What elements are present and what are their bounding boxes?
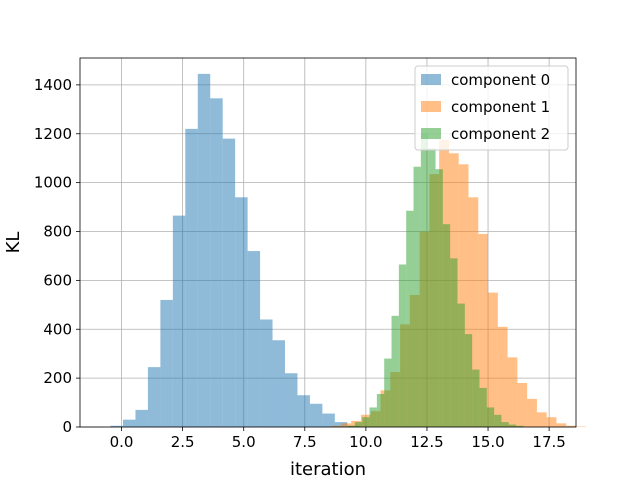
histogram-bar [398, 264, 407, 427]
y-tick-label: 1400 [34, 76, 72, 94]
histogram-bar [450, 258, 458, 427]
x-tick-label: 0.0 [110, 433, 134, 451]
histogram-bar [458, 164, 469, 427]
histogram-bar [235, 197, 248, 427]
plot-frame [79, 57, 577, 428]
histogram-bar [406, 210, 414, 427]
legend-label: component 2 [451, 125, 550, 143]
histogram-bar [420, 133, 429, 427]
histogram-bar [160, 299, 173, 427]
y-axis-label: KL [3, 232, 24, 254]
histogram-bar [527, 398, 537, 427]
histogram-bar [354, 422, 363, 427]
histogram-bar [369, 407, 377, 427]
histogram-bars [110, 73, 586, 428]
histogram-bar [347, 425, 355, 427]
x-tick-label: 10.0 [349, 433, 382, 451]
histogram-bar [501, 422, 509, 427]
histogram-bar [284, 373, 298, 427]
histogram-bar [341, 423, 352, 427]
histogram-bar [135, 409, 148, 427]
histogram-bar [435, 169, 443, 428]
legend-label: component 1 [451, 98, 550, 116]
histogram-bar [546, 417, 557, 427]
y-tick-label: 1200 [34, 125, 72, 143]
y-tick-label: 1000 [34, 174, 72, 192]
histogram-bar [468, 197, 479, 427]
x-tick-label: 15.0 [471, 433, 504, 451]
histogram-bar [478, 233, 489, 427]
histogram-bar [123, 419, 136, 427]
series-0 [110, 73, 360, 428]
histogram-bar [479, 387, 487, 427]
legend-swatch [421, 74, 441, 85]
histogram-bar [566, 425, 576, 427]
legend-box [414, 65, 569, 151]
x-tick-label: 5.0 [232, 433, 256, 451]
x-tick-label: 7.5 [293, 433, 317, 451]
y-tick-label: 800 [43, 223, 72, 241]
legend-swatch [421, 128, 441, 139]
histogram-bar [110, 425, 124, 427]
x-axis-label: iteration [290, 459, 366, 480]
histogram-bar [507, 357, 518, 427]
histogram-bar [497, 326, 508, 427]
histogram-bar [516, 425, 524, 427]
histogram-bar [185, 128, 198, 427]
histogram-bar [494, 414, 502, 427]
histogram-bar [331, 425, 342, 427]
histogram-bar [172, 215, 186, 427]
histogram-bar [457, 303, 465, 427]
x-tick-label: 12.5 [410, 433, 443, 451]
histogram-bar [442, 224, 451, 427]
histogram-bar [508, 424, 517, 427]
legend-swatch [421, 101, 441, 112]
histogram-bar [260, 319, 273, 427]
histogram-bar [362, 417, 370, 427]
axis-ticks: 0.0 2.5 5.0 7.5 10.0 12.5 15.0 17.5 0 200 400 600 80… [34, 76, 566, 451]
histogram-bar [464, 334, 473, 427]
histogram-bar [488, 292, 498, 427]
histogram-bar [517, 383, 528, 427]
y-tick-label: 0 [62, 418, 72, 436]
histogram-bar [536, 412, 547, 427]
legend: component 0 component 1 component 2 [414, 65, 569, 151]
histogram-bar [413, 166, 421, 427]
histogram-bar [322, 413, 335, 427]
y-tick-label: 200 [43, 369, 72, 387]
legend-label: component 0 [451, 71, 550, 89]
histogram-bar [472, 369, 480, 427]
x-tick-label: 17.5 [532, 433, 565, 451]
histogram-bar [210, 98, 223, 427]
histogram-bar [297, 395, 310, 427]
histogram-bar [376, 394, 385, 427]
histogram-bar [556, 423, 567, 427]
histogram-bar [391, 315, 399, 427]
histogram-bar [334, 422, 348, 427]
y-tick-label: 400 [43, 320, 72, 338]
histogram-bar [247, 251, 261, 427]
series-2 [347, 133, 524, 428]
histogram-bar [222, 138, 236, 427]
histogram-bar [428, 148, 436, 427]
histogram-bar [147, 367, 161, 427]
histogram-bar [197, 73, 211, 428]
x-tick-label: 2.5 [171, 433, 195, 451]
y-tick-label: 600 [43, 271, 72, 289]
histogram-bar [384, 358, 392, 427]
histogram-bar [486, 407, 495, 427]
histogram-bar [272, 340, 285, 427]
histogram-bar [309, 403, 323, 427]
